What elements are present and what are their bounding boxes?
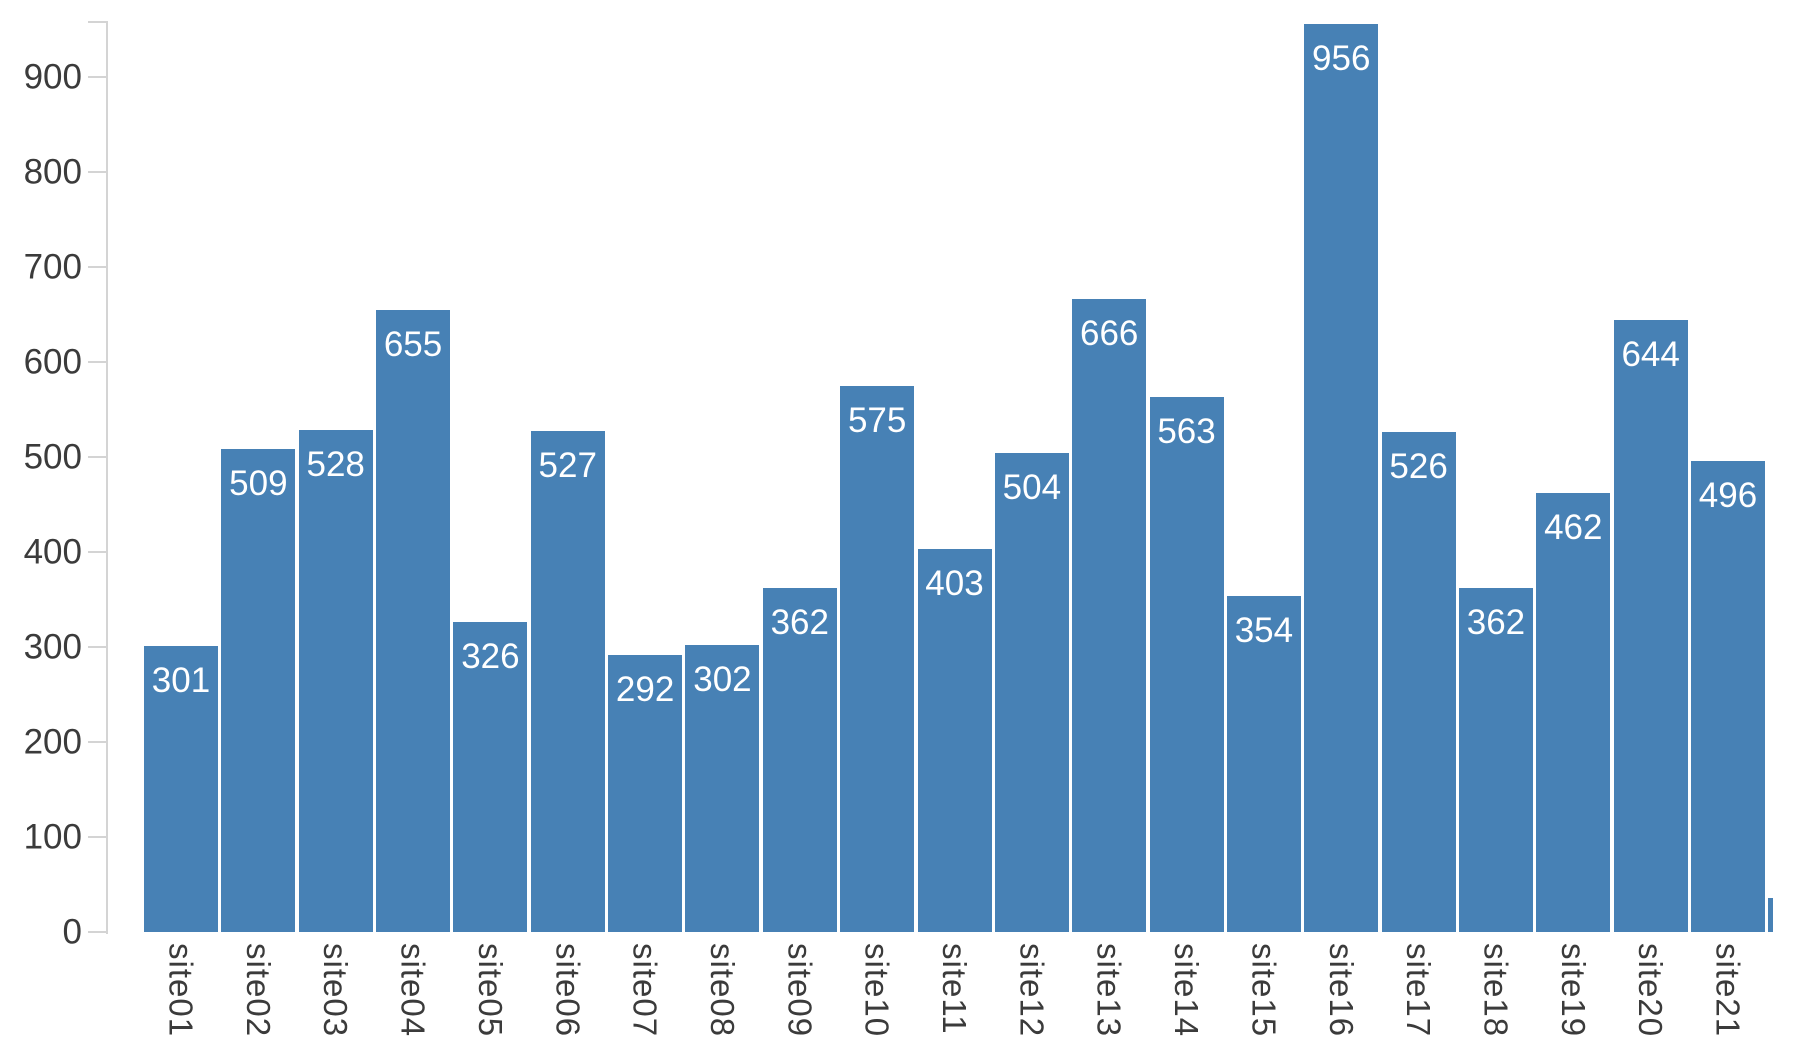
y-axis-tick-label: 700 bbox=[23, 247, 82, 287]
bar-value-label-site12: 504 bbox=[1002, 468, 1062, 508]
bar-value-label-site17: 526 bbox=[1389, 447, 1448, 487]
y-axis-tick-label: 200 bbox=[23, 722, 82, 762]
x-axis-label-site01: site01 bbox=[162, 943, 200, 1038]
x-axis-label-site09: site09 bbox=[781, 943, 819, 1038]
bar-site10 bbox=[840, 385, 915, 932]
x-axis-label-site06: site06 bbox=[549, 943, 587, 1038]
bar-value-label-site19: 462 bbox=[1544, 508, 1603, 548]
y-axis-line bbox=[106, 21, 108, 934]
x-axis-label-site15: site15 bbox=[1245, 943, 1283, 1038]
x-axis-label-site05: site05 bbox=[471, 943, 509, 1038]
bar-value-label-site06: 527 bbox=[538, 446, 597, 486]
x-axis-label-site14: site14 bbox=[1168, 943, 1206, 1038]
x-axis-label-site19: site19 bbox=[1554, 943, 1592, 1038]
y-axis-tick bbox=[88, 741, 106, 744]
bar-site21 bbox=[1691, 460, 1765, 932]
x-axis-label-site18: site18 bbox=[1477, 943, 1515, 1038]
x-axis-label-site21: site21 bbox=[1709, 943, 1747, 1038]
bar-site07 bbox=[608, 654, 683, 932]
x-axis-label-site08: site08 bbox=[703, 943, 741, 1038]
bar-value-label-site21: 496 bbox=[1698, 475, 1758, 515]
y-axis-tick bbox=[88, 266, 106, 269]
y-axis-tick-label: 800 bbox=[23, 152, 82, 192]
x-axis-label-site07: site07 bbox=[626, 943, 664, 1038]
x-axis-label-site13: site13 bbox=[1090, 943, 1128, 1038]
bar-site19 bbox=[1536, 493, 1611, 932]
y-axis-tick bbox=[88, 836, 106, 838]
bar-value-label-site03: 528 bbox=[306, 445, 365, 485]
x-axis-label-site20: site20 bbox=[1632, 943, 1670, 1038]
y-axis-tick-label: 0 bbox=[62, 912, 82, 952]
bar-site06 bbox=[530, 431, 605, 932]
bar-site02 bbox=[221, 448, 296, 932]
y-axis-tick-label: 300 bbox=[23, 627, 82, 667]
bar-site16 bbox=[1304, 23, 1379, 932]
bar-site20 bbox=[1613, 320, 1688, 932]
y-axis-tick bbox=[88, 646, 106, 649]
x-axis-label-site03: site03 bbox=[317, 943, 355, 1038]
bar-site15 bbox=[1226, 595, 1301, 932]
bar-value-label-site11: 403 bbox=[925, 564, 984, 604]
bar-value-label-site16: 956 bbox=[1312, 38, 1371, 78]
bar-site18 bbox=[1458, 588, 1533, 932]
x-axis-label-site10: site10 bbox=[858, 943, 896, 1038]
bar-site17 bbox=[1381, 432, 1456, 932]
bar-value-label-site01: 301 bbox=[151, 661, 211, 701]
bar-value-label-site18: 362 bbox=[1466, 603, 1526, 643]
x-axis-label-site11: site11 bbox=[936, 943, 973, 1035]
bar-site01 bbox=[144, 646, 218, 932]
bar-value-label-site15: 354 bbox=[1234, 610, 1294, 650]
bar-site08 bbox=[685, 645, 760, 932]
bar-value-label-site05: 326 bbox=[461, 637, 520, 677]
y-axis-tick-label: 100 bbox=[23, 817, 82, 857]
y-axis-tick-label: 400 bbox=[23, 532, 82, 572]
y-axis-tick bbox=[88, 361, 106, 364]
y-axis-tick-label: 600 bbox=[23, 342, 82, 382]
y-axis-tick-label: 500 bbox=[23, 437, 82, 477]
bar-site09 bbox=[762, 588, 837, 932]
y-axis-tick bbox=[88, 931, 106, 933]
bar-value-label-site07: 292 bbox=[615, 669, 675, 709]
bar-value-label-site14: 563 bbox=[1157, 412, 1216, 452]
y-axis-tick bbox=[88, 76, 106, 79]
bar-value-label-site09: 362 bbox=[770, 603, 829, 643]
bar-partial-right bbox=[1768, 897, 1774, 932]
bar-site05 bbox=[453, 622, 528, 932]
bar-value-label-site02: 509 bbox=[229, 463, 288, 503]
y-axis-tick bbox=[88, 171, 106, 174]
bar-site03 bbox=[298, 430, 373, 932]
x-axis-label-site17: site17 bbox=[1400, 943, 1438, 1038]
x-axis-label-site16: site16 bbox=[1322, 943, 1360, 1038]
bar-value-label-site20: 644 bbox=[1621, 335, 1680, 375]
bar-value-label-site10: 575 bbox=[847, 400, 907, 440]
bar-value-label-site08: 302 bbox=[693, 660, 752, 700]
bar-site11 bbox=[917, 549, 992, 932]
bar-site13 bbox=[1072, 299, 1147, 932]
bar-value-label-site13: 666 bbox=[1079, 314, 1139, 354]
x-axis-label-site04: site04 bbox=[394, 943, 432, 1038]
y-axis-tick-label: 900 bbox=[23, 57, 82, 97]
bar-value-label-site04: 655 bbox=[383, 324, 443, 364]
y-axis-tick bbox=[88, 456, 106, 459]
x-axis-label-site02: site02 bbox=[239, 943, 277, 1038]
bar-site12 bbox=[994, 453, 1069, 932]
bar-site14 bbox=[1149, 397, 1224, 932]
y-axis-end-tick bbox=[88, 21, 106, 23]
y-axis-tick bbox=[88, 551, 106, 554]
bar-site04 bbox=[376, 309, 451, 932]
x-axis-label-site12: site12 bbox=[1013, 943, 1051, 1038]
